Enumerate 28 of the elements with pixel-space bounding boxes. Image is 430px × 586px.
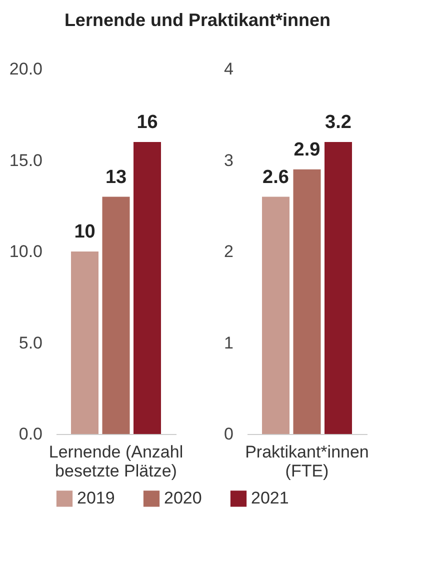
legend-label: 2019 [77,488,115,508]
y-tick-label: 5.0 [18,333,42,352]
bar [134,142,161,434]
y-tick-label: 15.0 [9,150,42,170]
data-label: 13 [105,166,127,188]
bar [324,142,352,434]
data-label: 3.2 [325,112,352,133]
y-tick-label: 4 [224,60,234,78]
y-tick-label: 1 [224,333,234,352]
data-label: 16 [136,112,158,133]
bar [102,196,130,434]
data-label: 2.9 [294,139,320,160]
data-label: 2.6 [262,166,289,188]
y-tick-label: 0 [224,424,234,444]
chart-title: Lernende und Praktikant*innen [64,10,330,30]
legend-label: 2020 [164,488,202,508]
data-label: 10 [74,222,96,242]
bar [293,169,321,434]
bar [71,252,98,434]
y-tick-label: 3 [224,150,234,170]
y-tick-label: 10.0 [9,242,42,261]
y-tick-label: 20.0 [9,60,42,78]
legend-label: 2021 [251,488,289,508]
x-tick-label: Lernende (Anzahl besetzte Plätze) [48,442,184,480]
bar [262,196,290,434]
y-tick-label: 2 [224,242,234,261]
y-tick-label: 0.0 [18,424,42,444]
x-tick-label: Praktikant*innen (FTE) [245,442,369,480]
